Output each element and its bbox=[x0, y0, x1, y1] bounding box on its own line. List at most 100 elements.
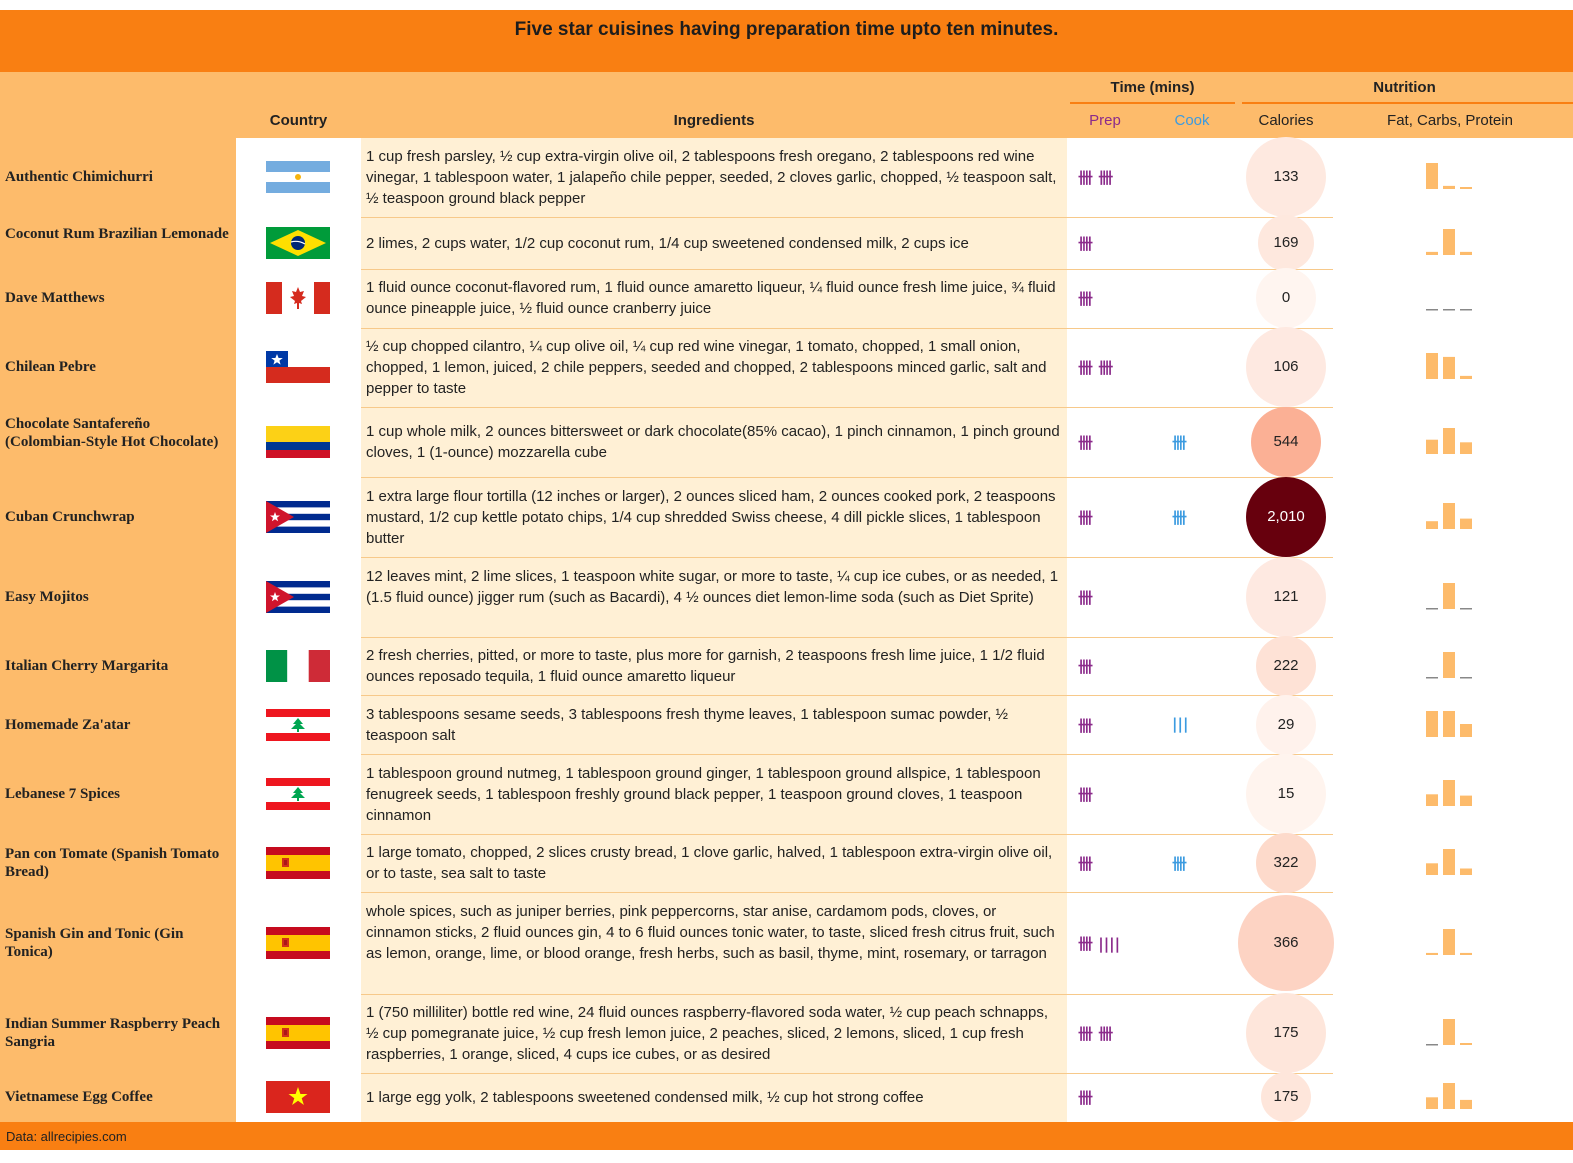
fat-bar bbox=[1426, 1097, 1438, 1109]
protein-bar bbox=[1460, 1099, 1472, 1109]
protein-bar bbox=[1460, 724, 1472, 737]
prep-time-tally: 卌 卌 bbox=[1078, 169, 1114, 187]
lebanon-flag-icon bbox=[266, 778, 330, 810]
fat-bar-zero bbox=[1426, 608, 1438, 610]
protein-bar bbox=[1460, 375, 1472, 379]
spain-flag-icon bbox=[266, 927, 330, 959]
prep-time-tally: 卌 bbox=[1078, 1089, 1094, 1107]
calories-circle bbox=[1256, 833, 1316, 893]
recipe-name: Coconut Rum Brazilian Lemonade bbox=[5, 226, 229, 242]
recipe-name: Italian Cherry Margarita bbox=[5, 658, 169, 674]
macro-mini-chart bbox=[1424, 501, 1476, 531]
cuba-flag-icon bbox=[266, 501, 330, 533]
carbs-bar-zero bbox=[1443, 309, 1455, 311]
row-divider bbox=[361, 407, 1333, 408]
prep-time-tally: 卌 bbox=[1078, 658, 1094, 676]
argentina-flag-icon bbox=[266, 161, 330, 193]
macro-mini-chart bbox=[1424, 227, 1476, 257]
row-divider bbox=[361, 994, 1333, 995]
calories-value: 121 bbox=[1273, 588, 1299, 605]
prep-header: Prep bbox=[1089, 112, 1121, 129]
chile-flag-icon bbox=[266, 351, 330, 383]
fat-bar bbox=[1426, 863, 1438, 875]
carbs-bar bbox=[1443, 780, 1455, 806]
recipe-name: Chilean Pebre bbox=[5, 359, 96, 375]
cook-time-tally: 卌 bbox=[1172, 855, 1188, 873]
calories-circle bbox=[1256, 268, 1316, 328]
row-divider bbox=[361, 269, 1333, 270]
table-header bbox=[0, 72, 1573, 138]
fat-bar bbox=[1426, 251, 1438, 255]
calories-value: 544 bbox=[1273, 433, 1299, 450]
fat-bar bbox=[1426, 794, 1438, 806]
recipe-name: Chocolate Santafereño (Colombian-Style H… bbox=[5, 416, 219, 450]
protein-bar-zero bbox=[1460, 608, 1472, 610]
row-divider bbox=[361, 754, 1333, 755]
title-bar bbox=[0, 10, 1573, 72]
calories-circle bbox=[1251, 407, 1321, 477]
row-divider bbox=[361, 637, 1333, 638]
calories-value: 15 bbox=[1277, 785, 1295, 802]
time-group-underline bbox=[1070, 102, 1235, 104]
fat-bar-zero bbox=[1426, 309, 1438, 311]
macro-mini-chart bbox=[1424, 581, 1476, 611]
nutrition-group-underline bbox=[1242, 102, 1573, 104]
recipe-name: Pan con Tomate (Spanish Tomato Bread) bbox=[5, 846, 220, 880]
prep-time-tally: 卌 bbox=[1078, 717, 1094, 735]
macro-mini-chart bbox=[1424, 351, 1476, 381]
carbs-bar bbox=[1443, 185, 1455, 189]
prep-time-tally: 卌 |||| bbox=[1078, 935, 1121, 953]
calories-circle bbox=[1258, 215, 1314, 271]
macro-mini-chart bbox=[1424, 927, 1476, 957]
prep-time-tally: 卌 bbox=[1078, 235, 1094, 253]
ingredients-header: Ingredients bbox=[673, 112, 755, 129]
carbs-bar bbox=[1443, 428, 1455, 454]
macro-mini-chart bbox=[1424, 282, 1476, 312]
fat-bar-zero bbox=[1426, 1044, 1438, 1046]
macros-header: Fat, Carbs, Protein bbox=[1387, 112, 1513, 129]
recipe-name: Lebanese 7 Spices bbox=[5, 786, 121, 802]
carbs-bar bbox=[1443, 229, 1455, 255]
macro-mini-chart bbox=[1424, 1017, 1476, 1047]
calories-value: 366 bbox=[1273, 934, 1299, 951]
row-divider bbox=[361, 557, 1333, 558]
lebanon-flag-icon bbox=[266, 709, 330, 741]
spain-flag-icon bbox=[266, 1017, 330, 1049]
ingredients-text: 1 cup whole milk, 2 ounces bittersweet o… bbox=[366, 423, 1060, 461]
carbs-bar bbox=[1443, 503, 1455, 529]
spain-flag-icon bbox=[266, 847, 330, 879]
carbs-bar bbox=[1443, 711, 1455, 737]
row-divider bbox=[361, 892, 1333, 893]
row-divider bbox=[361, 328, 1333, 329]
carbs-bar bbox=[1443, 356, 1455, 379]
calories-circle bbox=[1256, 636, 1316, 696]
row-divider bbox=[361, 217, 1333, 218]
recipe-name: Easy Mojitos bbox=[5, 589, 89, 605]
calories-circle bbox=[1246, 327, 1326, 407]
macro-mini-chart bbox=[1424, 778, 1476, 808]
prep-time-tally: 卌 bbox=[1078, 290, 1094, 308]
prep-time-tally: 卌 bbox=[1078, 434, 1094, 452]
recipe-name: Indian Summer Raspberry Peach Sangria bbox=[5, 1016, 221, 1050]
recipe-name: Dave Matthews bbox=[5, 290, 105, 306]
row-divider bbox=[361, 695, 1333, 696]
cook-header: Cook bbox=[1174, 112, 1210, 129]
calories-value: 175 bbox=[1273, 1024, 1299, 1041]
protein-bar bbox=[1460, 442, 1472, 454]
calories-value: 106 bbox=[1273, 358, 1299, 375]
macro-mini-chart bbox=[1424, 847, 1476, 877]
calories-value: 169 bbox=[1273, 234, 1299, 251]
recipe-name: Homemade Za'atar bbox=[5, 717, 131, 733]
ingredients-text: 2 fresh cherries, pitted, or more to tas… bbox=[366, 647, 1045, 685]
ingredients-text: 1 tablespoon ground nutmeg, 1 tablespoon… bbox=[366, 764, 1041, 824]
ingredients-column bbox=[361, 138, 1067, 1123]
ingredients-text: 3 tablespoons sesame seeds, 3 tablespoon… bbox=[366, 706, 1009, 744]
recipe-name: Spanish Gin and Tonic (Gin Tonica) bbox=[5, 926, 184, 960]
fat-bar bbox=[1426, 952, 1438, 955]
prep-time-tally: 卌 bbox=[1078, 855, 1094, 873]
prep-time-tally: 卌 卌 bbox=[1078, 359, 1114, 377]
calories-value: 322 bbox=[1273, 854, 1299, 871]
macro-mini-chart bbox=[1424, 650, 1476, 680]
calories-circle bbox=[1246, 754, 1326, 834]
calories-circle bbox=[1246, 993, 1326, 1073]
